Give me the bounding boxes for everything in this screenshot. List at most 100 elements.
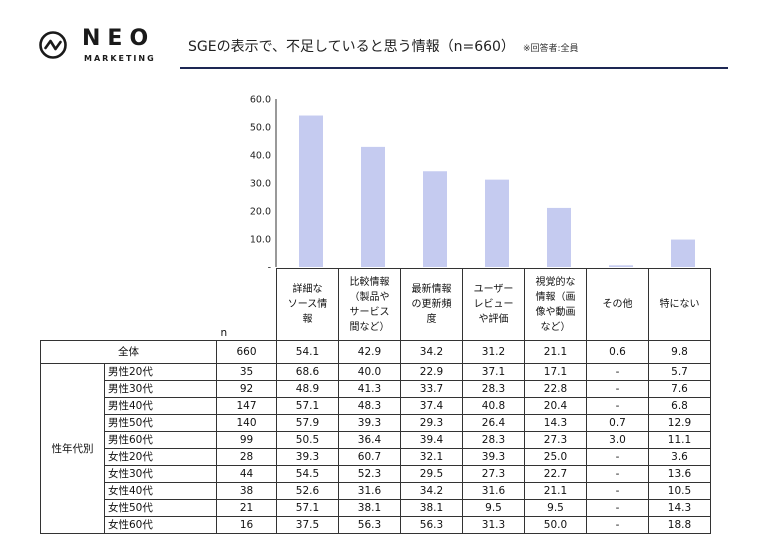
- value-cell: 38.1: [400, 499, 463, 517]
- value-cell: 11.1: [648, 431, 711, 449]
- value-cell: 22.8: [524, 380, 587, 398]
- wave-circle-icon: [39, 31, 67, 59]
- n-cell: 92: [216, 380, 277, 398]
- n-cell: 140: [216, 414, 277, 432]
- y-tick-label: -: [268, 263, 271, 271]
- brand-name: NEO: [82, 26, 156, 51]
- value-cell: 25.0: [524, 448, 587, 466]
- column-header: 最新情報 の更新頻 度: [400, 268, 463, 341]
- y-tick-label: 10.0: [250, 235, 271, 246]
- row-label: 男性50代: [104, 414, 217, 432]
- n-cell: 660: [216, 340, 277, 364]
- chart-title: SGEの表示で、不足していると思う情報（n=660）: [188, 39, 515, 55]
- table-row: 男性40代 147 57.1 48.3 37.4 40.8 20.4-6.8: [41, 397, 711, 415]
- row-label: 女性30代: [104, 465, 217, 483]
- value-cell: 37.4: [400, 397, 463, 415]
- value-cell: 39.3: [276, 448, 339, 466]
- blank-cell: [41, 269, 217, 341]
- n-cell: 35: [216, 363, 277, 381]
- y-tick-label: 60.0: [250, 95, 271, 106]
- value-cell: 56.3: [338, 516, 401, 534]
- title-underline: [180, 67, 728, 69]
- value-cell: 36.4: [338, 431, 401, 449]
- value-cell: 29.5: [400, 465, 463, 483]
- n-cell: 28: [216, 448, 277, 466]
- value-cell: 26.4: [462, 414, 525, 432]
- y-tick-label: 20.0: [250, 207, 271, 218]
- row-label: 女性50代: [104, 499, 217, 517]
- bar: [299, 115, 323, 268]
- value-cell: -: [586, 363, 649, 381]
- value-cell: -: [586, 499, 649, 517]
- bar: [609, 265, 633, 267]
- value-cell: -: [586, 465, 649, 483]
- n-header: n: [216, 268, 277, 341]
- value-cell: 9.5: [524, 499, 587, 517]
- brand-logo: NEO MARKETING: [38, 26, 178, 70]
- value-cell: 50.0: [524, 516, 587, 534]
- value-cell: -: [586, 448, 649, 466]
- value-cell: 34.2: [400, 482, 463, 500]
- total-label: 全体: [40, 340, 217, 364]
- value-cell: 28.3: [462, 431, 525, 449]
- value-cell: -: [586, 482, 649, 500]
- value-cell: 57.9: [276, 414, 339, 432]
- value-cell: 50.5: [276, 431, 339, 449]
- value-cell: 0.7: [586, 414, 649, 432]
- value-cell: 22.9: [400, 363, 463, 381]
- row-label: 女性60代: [104, 516, 217, 534]
- value-cell: 42.9: [338, 340, 401, 364]
- value-cell: 56.3: [400, 516, 463, 534]
- table-row: 女性60代 16 37.5 56.3 56.3 31.3 50.0-18.8: [41, 516, 711, 534]
- n-cell: 38: [216, 482, 277, 500]
- value-cell: 3.6: [648, 448, 711, 466]
- column-header: 比較情報 （製品や サービス 間など）: [338, 268, 401, 341]
- y-tick-label: 40.0: [250, 151, 271, 162]
- header-row: n 詳細な ソース情 報比較情報 （製品や サービス 間など） 最新情報 の更新頻 …: [41, 268, 711, 341]
- table-row: 性年代別 男性20代 35 68.6 40.0 22.9 37.1 17.1-5.7: [40, 363, 711, 534]
- value-cell: 37.5: [276, 516, 339, 534]
- column-header: ユーザー レビュー や評価: [462, 268, 525, 341]
- value-cell: 29.3: [400, 414, 463, 432]
- value-cell: 39.3: [462, 448, 525, 466]
- value-cell: 54.1: [276, 340, 339, 364]
- value-cell: 39.4: [400, 431, 463, 449]
- value-cell: 40.0: [338, 363, 401, 381]
- row-label: 男性40代: [104, 397, 217, 415]
- value-cell: 9.5: [462, 499, 525, 517]
- value-cell: 48.3: [338, 397, 401, 415]
- value-cell: 40.8: [462, 397, 525, 415]
- bar: [423, 171, 447, 267]
- value-cell: 52.3: [338, 465, 401, 483]
- value-cell: -: [586, 397, 649, 415]
- table-row: 女性40代 38 52.6 31.6 34.2 31.6 21.1-10.5: [41, 482, 711, 500]
- value-cell: 57.1: [276, 499, 339, 517]
- value-cell: 21.1: [524, 340, 587, 364]
- value-cell: 10.5: [648, 482, 711, 500]
- value-cell: 14.3: [648, 499, 711, 517]
- respondent-note: ※回答者:全員: [522, 44, 579, 54]
- value-cell: 5.7: [648, 363, 711, 381]
- value-cell: 21.1: [524, 482, 587, 500]
- value-cell: 20.4: [524, 397, 587, 415]
- data-table: n 詳細な ソース情 報比較情報 （製品や サービス 間など） 最新情報 の更新頻 …: [40, 268, 711, 534]
- y-tick-label: 30.0: [250, 179, 271, 190]
- value-cell: -: [586, 516, 649, 534]
- value-cell: 17.1: [524, 363, 587, 381]
- total-row: 全体 660 54.1 42.9 34.2 31.2 21.1 0.6 9.8: [40, 340, 711, 364]
- value-cell: 7.6: [648, 380, 711, 398]
- y-tick-label: 50.0: [250, 123, 271, 134]
- value-cell: 33.7: [400, 380, 463, 398]
- value-cell: 57.1: [276, 397, 339, 415]
- value-cell: 31.2: [462, 340, 525, 364]
- bar: [485, 179, 509, 267]
- row-label: 男性30代: [104, 380, 217, 398]
- value-cell: 31.6: [462, 482, 525, 500]
- n-cell: 16: [216, 516, 277, 534]
- bar: [547, 207, 571, 267]
- value-cell: 12.9: [648, 414, 711, 432]
- value-cell: 13.6: [648, 465, 711, 483]
- value-cell: 32.1: [400, 448, 463, 466]
- n-cell: 44: [216, 465, 277, 483]
- brand-tagline: MARKETING: [84, 54, 156, 63]
